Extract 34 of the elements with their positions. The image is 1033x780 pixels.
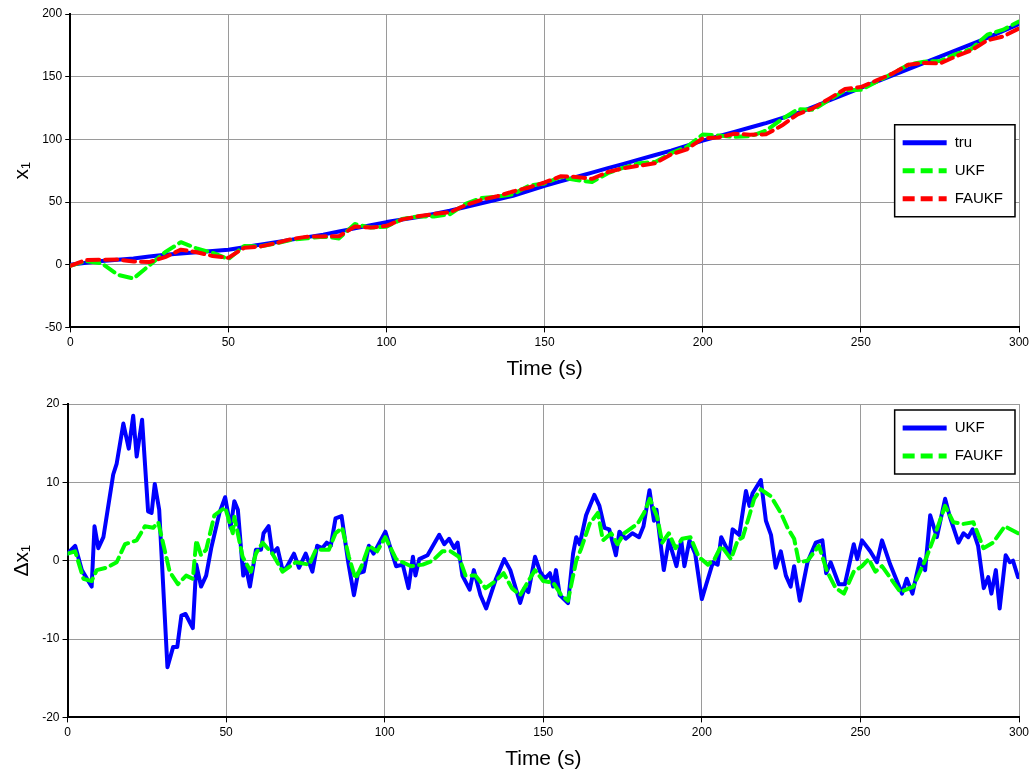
line-series: [67, 487, 1019, 603]
y-tick-label: -10: [42, 631, 60, 646]
y-tick-label: -50: [44, 319, 63, 334]
legend-label: UKF: [954, 418, 985, 436]
x-tick-label: 250: [850, 334, 872, 349]
x-tick-label: 200: [691, 724, 713, 739]
legend-label: FAUKF: [954, 188, 1003, 206]
x-tick-label: 300: [1008, 334, 1030, 349]
x-tick-label: 100: [374, 724, 396, 739]
y-tick-label: 20: [46, 396, 60, 411]
x-tick-label: 200: [692, 334, 714, 349]
x-axis-title: Time (s): [506, 356, 583, 380]
y-axis-title: x₁: [9, 161, 33, 180]
y-tick-label: 200: [42, 6, 63, 21]
x-tick-label: 150: [533, 724, 554, 739]
x-tick-label: 50: [221, 334, 236, 349]
legend-label: FAUKF: [954, 446, 1003, 464]
y-tick-label: 50: [48, 194, 63, 209]
x-tick-label: 50: [219, 724, 234, 739]
x-tick-label: 100: [376, 334, 397, 349]
x-axis-title: Time (s): [505, 746, 582, 770]
y-axis-title: Δx₁: [9, 544, 33, 577]
legend-label: UKF: [954, 160, 985, 178]
y-tick-label: 100: [42, 131, 63, 146]
y-tick-label: 0: [52, 553, 60, 568]
y-tick-label: 0: [55, 257, 63, 272]
x-tick-label: 0: [66, 334, 74, 349]
y-tick-label: -20: [42, 709, 60, 724]
x-tick-label: 300: [1008, 724, 1030, 739]
y-tick-label: 10: [46, 474, 60, 489]
x-tick-label: 150: [534, 334, 555, 349]
x-tick-label: 250: [850, 724, 871, 739]
legend-label: tru: [954, 132, 973, 150]
y-tick-label: 150: [42, 68, 63, 83]
